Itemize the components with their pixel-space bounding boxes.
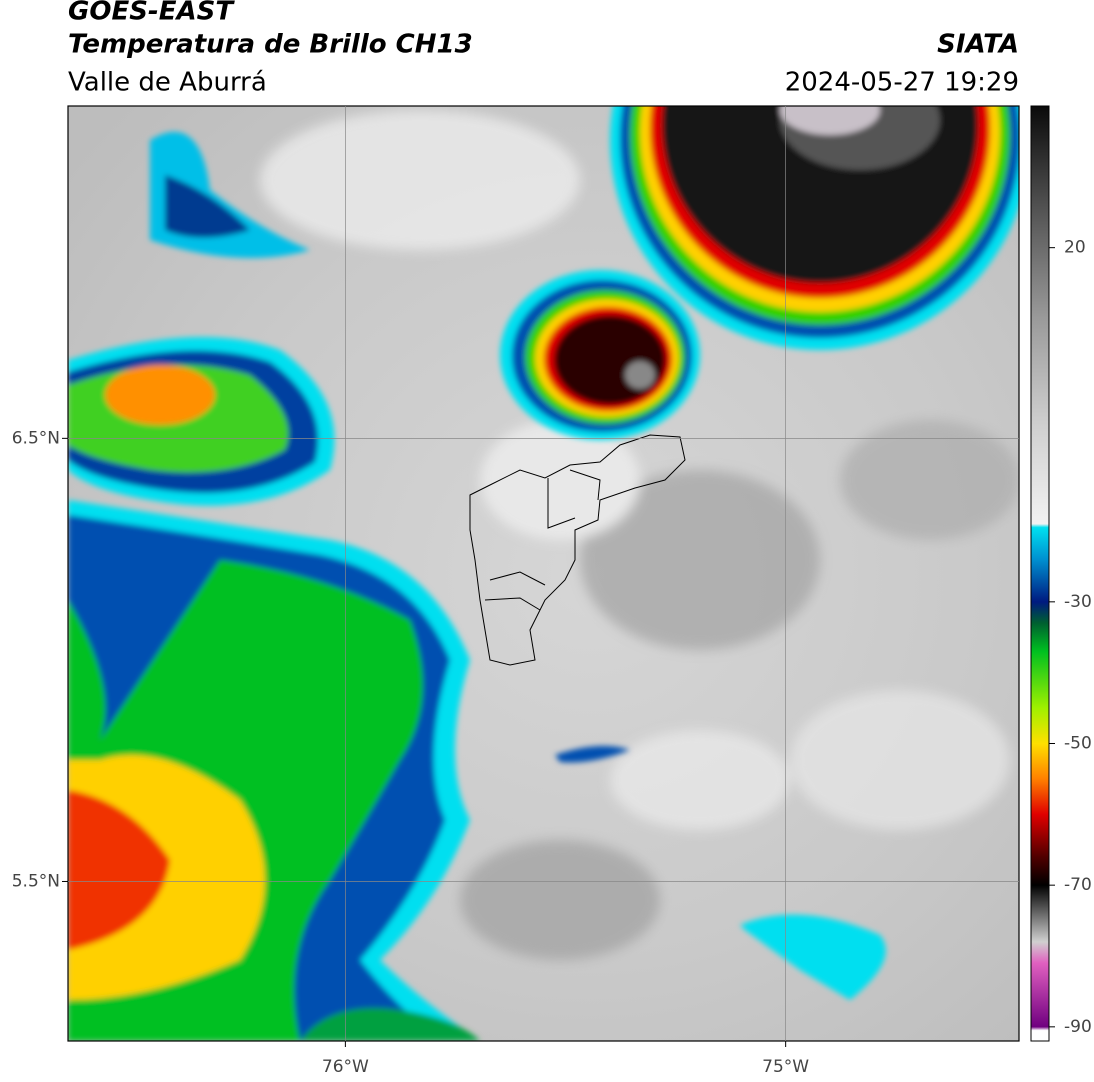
lon-tick-label: 75°W	[762, 1057, 809, 1077]
lat-tick-label: 5.5°N	[12, 871, 60, 891]
lat-tick-label: 6.5°N	[12, 428, 60, 448]
lon-tick-label: 76°W	[322, 1057, 369, 1077]
subtitle: Temperatura de Brillo CH13	[68, 30, 473, 60]
colorbar-tick-label: 20	[1064, 238, 1086, 258]
map-frame	[67, 105, 1020, 1042]
imagery	[68, 106, 1019, 1041]
title: GOES-EAST	[68, 0, 235, 27]
colorbar-tick-label: -70	[1064, 875, 1092, 895]
region: Valle de Aburrá	[68, 68, 267, 98]
source: SIATA	[937, 30, 1019, 60]
timestamp: 2024-05-27 19:29	[785, 68, 1019, 98]
colorbar-tick-label: -50	[1064, 734, 1092, 754]
colorbar-tick-label: -30	[1064, 592, 1092, 612]
colorbar	[1030, 105, 1050, 1042]
colorbar-tick-label: -90	[1064, 1017, 1092, 1037]
